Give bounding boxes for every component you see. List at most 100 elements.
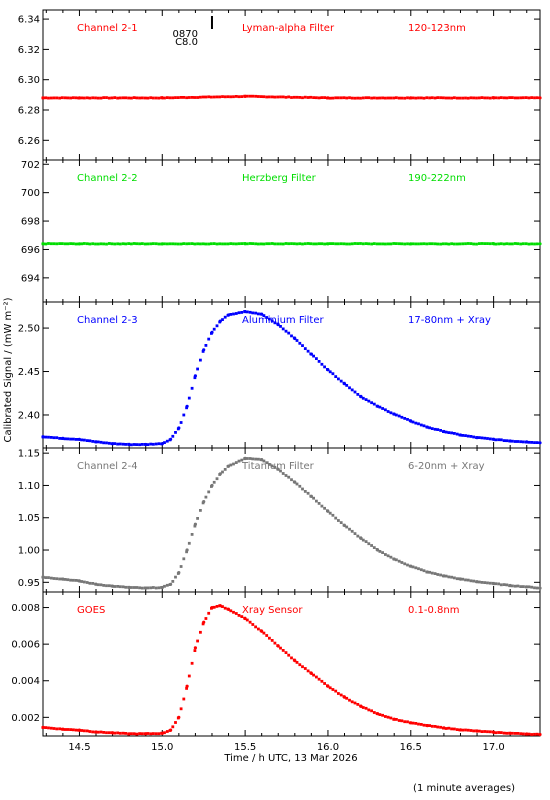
data-point — [218, 472, 222, 476]
data-point — [124, 732, 128, 735]
data-point — [502, 96, 506, 100]
data-series — [41, 604, 539, 736]
data-point — [163, 584, 166, 588]
data-point — [386, 554, 390, 558]
data-point — [88, 439, 92, 443]
data-point — [196, 96, 199, 99]
x-tick-label: 15.0 — [151, 742, 173, 753]
data-point — [229, 609, 233, 613]
data-point — [234, 95, 238, 98]
data-point — [132, 586, 136, 589]
data-point — [171, 242, 175, 246]
data-point — [397, 719, 401, 722]
data-point — [439, 96, 442, 100]
data-point — [262, 314, 266, 317]
data-point — [193, 242, 197, 246]
data-point — [392, 96, 396, 100]
data-point — [52, 727, 56, 730]
y-tick-label: 0.008 — [11, 603, 40, 614]
data-point — [154, 96, 158, 100]
data-point — [359, 242, 362, 245]
data-point — [323, 96, 326, 99]
data-point — [406, 96, 409, 100]
data-point — [240, 615, 244, 618]
data-point — [444, 242, 448, 246]
data-point — [118, 96, 122, 100]
data-point — [196, 639, 199, 643]
data-point — [265, 634, 269, 637]
data-point — [486, 581, 489, 585]
data-point — [193, 649, 197, 652]
data-point — [372, 402, 376, 406]
data-point — [513, 242, 517, 245]
data-point — [409, 564, 413, 568]
data-point — [177, 715, 181, 719]
data-point — [433, 96, 437, 100]
data-point — [444, 430, 448, 434]
data-point — [135, 732, 139, 736]
data-point — [508, 583, 512, 588]
data-point — [306, 96, 310, 99]
data-point — [63, 578, 67, 581]
data-point — [215, 477, 219, 481]
data-point — [328, 370, 332, 374]
data-point — [458, 577, 463, 581]
data-point — [414, 421, 418, 425]
data-point — [113, 731, 117, 735]
data-point — [58, 96, 61, 100]
data-point — [116, 731, 119, 735]
data-point — [533, 732, 536, 736]
data-point — [477, 242, 481, 245]
data-point — [461, 728, 465, 732]
data-point — [273, 242, 277, 246]
data-point — [386, 96, 390, 100]
data-point — [226, 95, 230, 99]
data-point — [74, 242, 78, 246]
data-point — [279, 325, 282, 328]
data-point — [77, 242, 81, 246]
data-point — [309, 352, 313, 356]
panel-2: 694 696 698 700 702 Channel 2-2 Herzberg Filte… — [21, 159, 542, 303]
data-point — [257, 242, 260, 246]
data-point — [185, 242, 188, 246]
data-point — [372, 546, 376, 549]
data-point — [461, 434, 465, 437]
x-tick-label: 17.0 — [482, 742, 504, 753]
panel-1: 6.26 6.28 6.30 6.32 6.34 Channel 2-1 Lyman-alp… — [18, 9, 542, 161]
data-point — [326, 684, 330, 688]
data-point — [533, 242, 536, 246]
data-point — [406, 242, 409, 246]
panel-label: Channel 2-2 — [77, 173, 138, 184]
data-point — [105, 96, 108, 99]
data-point — [444, 727, 448, 730]
data-point — [88, 730, 92, 733]
data-point — [439, 573, 442, 577]
data-point — [317, 502, 321, 505]
data-point — [91, 730, 95, 734]
data-point — [436, 573, 440, 576]
data-point — [361, 396, 365, 400]
data-point — [187, 674, 191, 678]
data-point — [116, 242, 119, 246]
data-point — [44, 726, 48, 729]
data-point — [157, 732, 161, 736]
data-point — [525, 440, 529, 444]
data-point — [315, 96, 318, 100]
data-point — [320, 96, 324, 99]
data-point — [455, 728, 459, 731]
data-point — [433, 427, 437, 431]
data-point — [511, 439, 514, 443]
data-point — [538, 242, 542, 246]
data-point — [292, 95, 296, 99]
data-point — [381, 713, 384, 717]
data-point — [138, 443, 141, 447]
data-point — [505, 439, 509, 443]
data-point — [315, 499, 318, 503]
data-point — [204, 242, 208, 246]
data-point — [447, 726, 451, 730]
data-point — [171, 434, 175, 438]
data-point — [530, 242, 534, 246]
data-point — [483, 436, 487, 440]
data-point — [99, 96, 103, 100]
data-point — [127, 242, 130, 245]
